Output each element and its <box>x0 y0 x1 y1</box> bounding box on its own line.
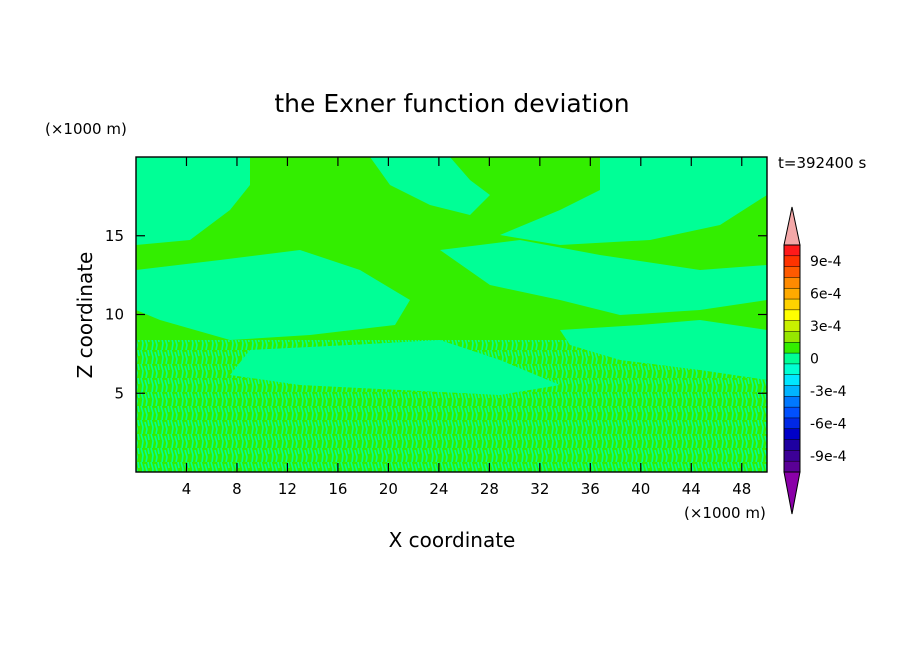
x-unit-label: (×1000 m) <box>684 504 766 522</box>
colorbar-band <box>784 439 800 451</box>
colorbar-band <box>784 417 800 430</box>
colorbar-band <box>784 288 800 300</box>
colorbar-band <box>784 277 800 289</box>
colorbar-label: 6e-4 <box>810 287 842 303</box>
colorbar-band <box>784 353 800 365</box>
colorbar-bands <box>784 244 800 473</box>
colorbar-band <box>784 407 800 419</box>
x-tick-label: 40 <box>631 480 650 498</box>
y-axis-ticks: 5 10 15 <box>105 227 767 402</box>
colorbar-band <box>784 320 800 332</box>
y-tick-label: 10 <box>105 306 124 324</box>
chart-title: the Exner function deviation <box>274 89 629 118</box>
field-region-center-band <box>230 340 560 395</box>
colorbar-bottom-arrow <box>783 471 801 515</box>
colorbar-band <box>784 461 800 473</box>
x-tick-label: 4 <box>182 480 192 498</box>
x-tick-label: 16 <box>328 480 347 498</box>
field-region-top-middle <box>370 157 490 215</box>
x-tick-label: 28 <box>480 480 499 498</box>
y-tick-label: 15 <box>105 227 124 245</box>
x-tick-label: 20 <box>379 480 398 498</box>
field-region-right-band <box>440 240 767 315</box>
colorbar: 9e-4 6e-4 3e-4 0 -3e-4 -6e-4 -9e-4 <box>783 206 847 515</box>
colorbar-top-arrow <box>783 206 801 246</box>
field-region-lower-right <box>560 320 767 380</box>
colorbar-band <box>784 396 800 408</box>
x-tick-label: 12 <box>278 480 297 498</box>
colorbar-label: 3e-4 <box>810 319 842 335</box>
x-tick-label: 8 <box>232 480 242 498</box>
x-tick-label: 44 <box>682 480 701 498</box>
field-region-upper <box>136 157 250 245</box>
field-region-right <box>500 157 767 245</box>
colorbar-band <box>784 385 800 397</box>
colorbar-band <box>784 428 800 440</box>
x-tick-label: 32 <box>530 480 549 498</box>
colorbar-label: -3e-4 <box>810 384 847 400</box>
colorbar-label: -9e-4 <box>810 449 847 465</box>
colorbar-band <box>784 255 800 267</box>
colorbar-band <box>784 245 800 257</box>
colorbar-band <box>784 331 800 343</box>
colorbar-band <box>784 450 800 462</box>
x-tick-label: 48 <box>732 480 751 498</box>
colorbar-band <box>784 374 800 386</box>
colorbar-band <box>784 299 800 311</box>
x-tick-label: 24 <box>429 480 448 498</box>
y-axis-label: Z coordinate <box>73 252 97 379</box>
colorbar-label: 9e-4 <box>810 254 842 270</box>
colorbar-frame <box>783 244 801 473</box>
colorbar-band <box>784 342 800 354</box>
colorbar-band <box>784 266 800 278</box>
field-region-middle-left <box>136 250 410 340</box>
x-tick-label: 36 <box>581 480 600 498</box>
y-tick-label: 5 <box>114 384 124 402</box>
colorbar-labels: 9e-4 6e-4 3e-4 0 -3e-4 -6e-4 -9e-4 <box>810 254 847 465</box>
colorbar-band <box>784 363 800 376</box>
time-label: t=392400 s <box>778 154 866 172</box>
x-axis-label: X coordinate <box>389 528 516 552</box>
x-axis-ticks: 4 8 12 16 20 24 28 32 36 40 44 48 <box>182 157 751 498</box>
colorbar-label: -6e-4 <box>810 416 847 432</box>
colorbar-label: 0 <box>810 352 819 368</box>
y-unit-label: (×1000 m) <box>45 120 127 138</box>
colorbar-band <box>784 309 800 321</box>
heatmap-field <box>136 157 767 472</box>
